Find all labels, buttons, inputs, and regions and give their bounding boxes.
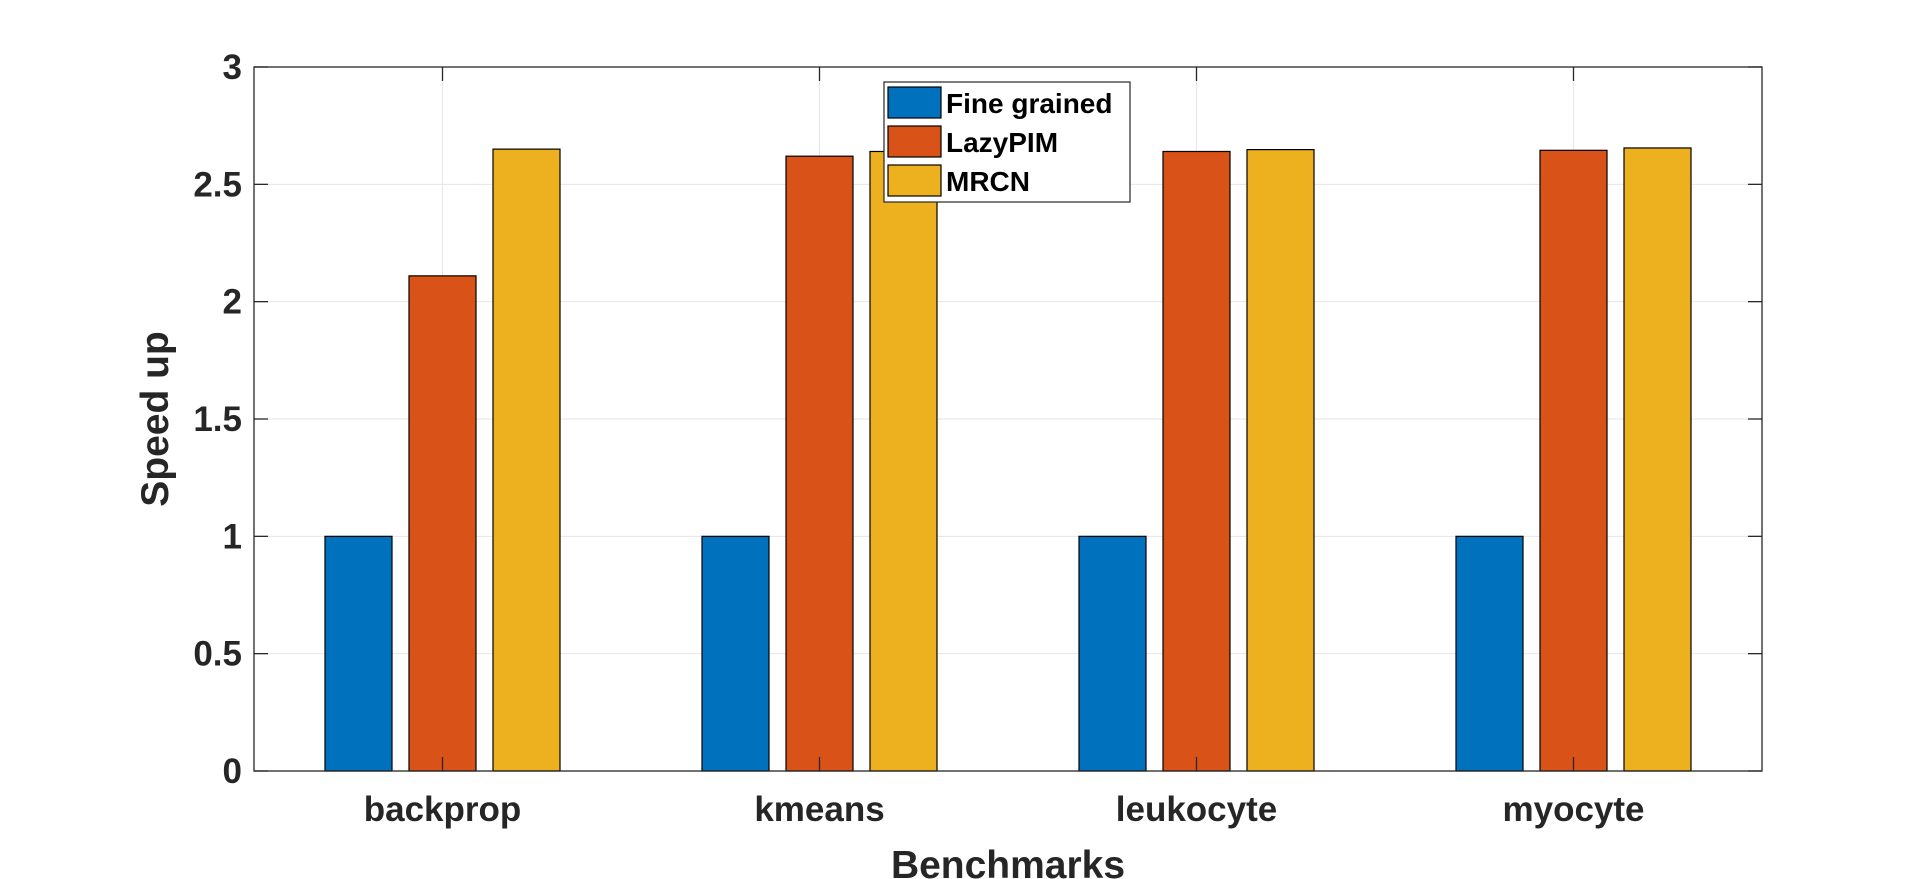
bars [324, 147, 1692, 772]
bar-lazypim-backprop [408, 275, 477, 772]
bar-fine-grained-kmeans [701, 535, 770, 772]
bar-fine-grained-leukocyte [1078, 535, 1147, 772]
y-tick-labels: 0 0.5 1 1.5 2 2.5 3 [193, 48, 242, 791]
y-axis-label: Speed up [134, 331, 177, 507]
bar-lazypim-kmeans [785, 155, 854, 772]
bar-mrcn-backprop [492, 148, 561, 772]
x-tick-label-myocyte: myocyte [1502, 790, 1644, 829]
bar-lazypim-leukocyte [1162, 150, 1231, 772]
x-tick-label-kmeans: kmeans [754, 790, 884, 829]
axis-ticks [254, 66, 1762, 772]
bar-mrcn-myocyte [1623, 147, 1692, 772]
bar-fine-grained-myocyte [1455, 535, 1524, 772]
y-tick-label: 2.5 [193, 165, 242, 204]
legend-swatch-mrcn [887, 164, 942, 197]
y-tick-label: 3 [223, 48, 242, 87]
x-axis-label: Benchmarks [891, 844, 1125, 879]
bar-mrcn-leukocyte [1246, 149, 1315, 772]
legend-swatch-fine-grained [887, 86, 942, 119]
legend-label-mrcn: MRCN [946, 166, 1030, 197]
y-tick-label: 1 [223, 517, 242, 556]
bar-fine-grained-backprop [324, 535, 393, 772]
bar-mrcn-kmeans [869, 150, 938, 772]
legend-label-fine-grained: Fine grained [946, 88, 1112, 119]
y-tick-label: 2 [223, 283, 242, 322]
y-tick-label: 1.5 [193, 400, 242, 439]
x-tick-labels: backprop kmeans leukocyte myocyte [364, 790, 1645, 829]
legend-label-lazypim: LazyPIM [946, 127, 1058, 158]
y-tick-label: 0 [223, 752, 242, 791]
legend-swatch-lazypim [887, 125, 942, 158]
bar-lazypim-myocyte [1539, 149, 1608, 772]
y-tick-label: 0.5 [193, 635, 242, 674]
x-tick-label-backprop: backprop [364, 790, 522, 829]
x-tick-label-leukocyte: leukocyte [1116, 790, 1277, 829]
legend: Fine grained LazyPIM MRCN [883, 81, 1131, 203]
